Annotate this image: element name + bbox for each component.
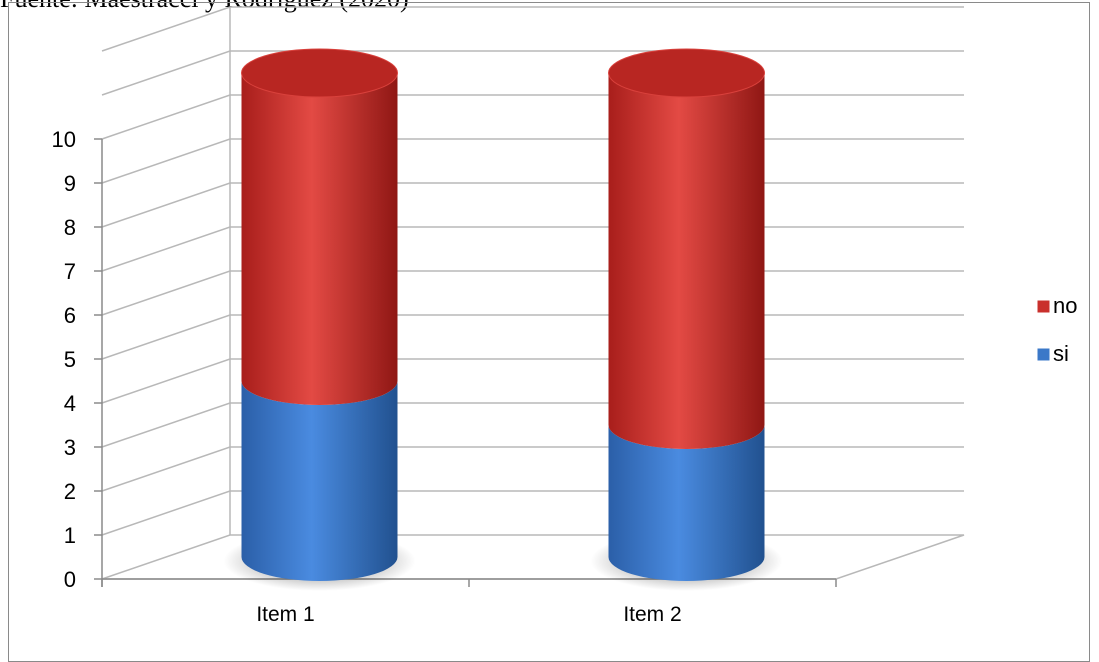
y-tick-label: 9 — [64, 171, 76, 196]
legend-label-si: si — [1053, 341, 1069, 366]
source-caption: Fuente: Maestracci y Rodríguez (2020) — [0, 0, 409, 14]
y-tick-label: 0 — [64, 567, 76, 592]
y-tick-label: 4 — [64, 391, 76, 416]
legend-swatch-no — [1036, 299, 1051, 314]
gridline — [101, 182, 964, 228]
gridline — [101, 6, 964, 52]
gridline — [101, 402, 964, 448]
gridline — [101, 270, 964, 316]
gridline — [101, 94, 964, 140]
gridline — [101, 446, 964, 492]
bar-si-1 — [241, 381, 398, 581]
y-tick-label: 3 — [64, 435, 76, 460]
x-category-label: Item 2 — [623, 603, 681, 626]
bar-no-1 — [241, 73, 398, 405]
y-tick-label: 1 — [64, 523, 76, 548]
bar-no-2 — [608, 73, 765, 449]
y-tick-label: 2 — [64, 479, 76, 504]
y-tick-label: 7 — [64, 259, 76, 284]
gridline — [101, 314, 964, 360]
legend: no si — [1036, 293, 1077, 366]
legend-swatch-si — [1036, 347, 1051, 362]
y-axis-ticks: 0 1 2 3 4 5 6 7 8 9 10 — [52, 127, 102, 592]
y-tick-label: 6 — [64, 303, 76, 328]
y-tick-label: 8 — [64, 215, 76, 240]
gridline — [101, 138, 964, 184]
chart-walls — [101, 6, 965, 587]
gridline — [101, 226, 964, 272]
y-tick-label: 5 — [64, 347, 76, 372]
bar-top-rim — [241, 48, 398, 98]
bar-top-cap — [608, 49, 765, 97]
x-axis-categories: Item 1 Item 2 — [101, 579, 837, 626]
y-tick-label: 10 — [52, 127, 76, 152]
bars — [241, 48, 765, 581]
bar-top-cap — [241, 49, 398, 97]
bar-top-rim — [608, 48, 765, 98]
legend-label-no: no — [1053, 293, 1077, 318]
bar-si-2 — [608, 425, 765, 581]
gridline — [101, 50, 964, 96]
gridline — [101, 358, 964, 404]
x-category-label: Item 1 — [256, 603, 314, 626]
gridline — [101, 490, 964, 536]
